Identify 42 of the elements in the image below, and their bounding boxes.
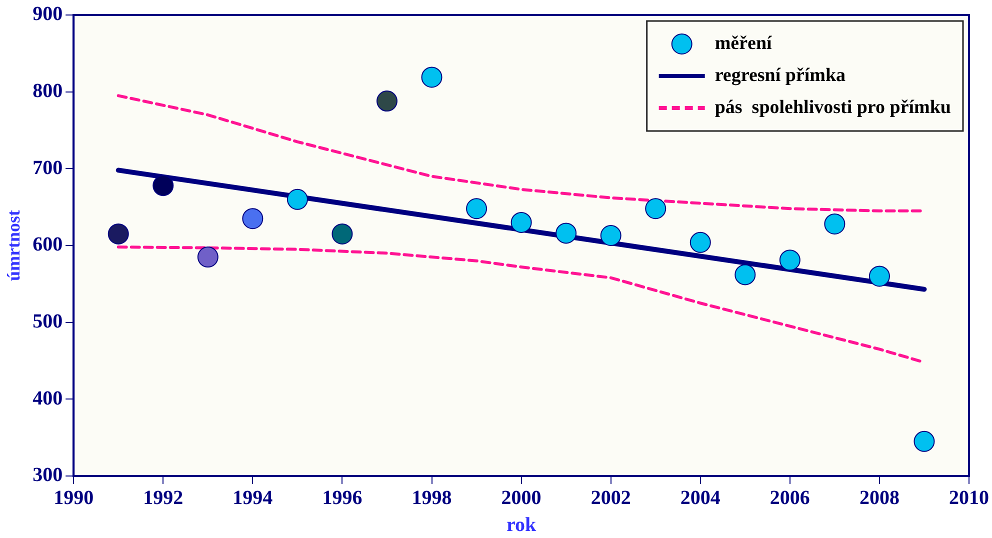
point [421, 66, 442, 88]
point [466, 198, 488, 220]
point [108, 223, 129, 244]
y-tick-label: 600 [32, 234, 63, 256]
y-tick-label: 700 [32, 156, 63, 179]
x-tick-label: 1994 [232, 487, 273, 510]
point [197, 246, 218, 268]
point [376, 90, 398, 112]
y-tick-label: 400 [32, 387, 63, 410]
x-tick-label: 2000 [501, 487, 542, 510]
point [690, 232, 711, 253]
point [510, 212, 532, 233]
point [779, 250, 800, 271]
point [824, 213, 846, 234]
y-tick-label: 500 [32, 310, 63, 333]
x-axis-title: rok [506, 514, 537, 536]
x-tick-label: 1996 [322, 487, 362, 510]
x-tick-label: 1990 [54, 487, 94, 510]
point [286, 188, 308, 210]
x-tick-label: 2008 [859, 487, 900, 510]
point [645, 198, 666, 220]
point [868, 266, 890, 287]
point [242, 208, 264, 230]
point [556, 222, 577, 244]
x-tick-label: 2002 [590, 487, 631, 510]
x-tick-label: 2010 [949, 487, 989, 510]
y-tick-label: 300 [32, 464, 63, 486]
y-tick-label: 800 [32, 80, 63, 102]
x-tick-label: 1992 [143, 487, 184, 510]
x-tick-label: 2004 [680, 487, 720, 510]
point [914, 430, 935, 452]
x-tick-label: 1998 [412, 487, 452, 510]
point [332, 223, 353, 244]
point [734, 264, 756, 286]
y-tick-label: 900 [32, 3, 63, 26]
point [600, 225, 622, 246]
point [152, 175, 174, 196]
legend-label: pás spolehlivosti pro přímku [714, 96, 952, 118]
legend-label: regresní přímka [714, 64, 846, 86]
x-tick-label: 2006 [770, 487, 810, 510]
legend-label: měření [714, 32, 773, 54]
y-axis-title: úmrtnost [3, 210, 24, 281]
